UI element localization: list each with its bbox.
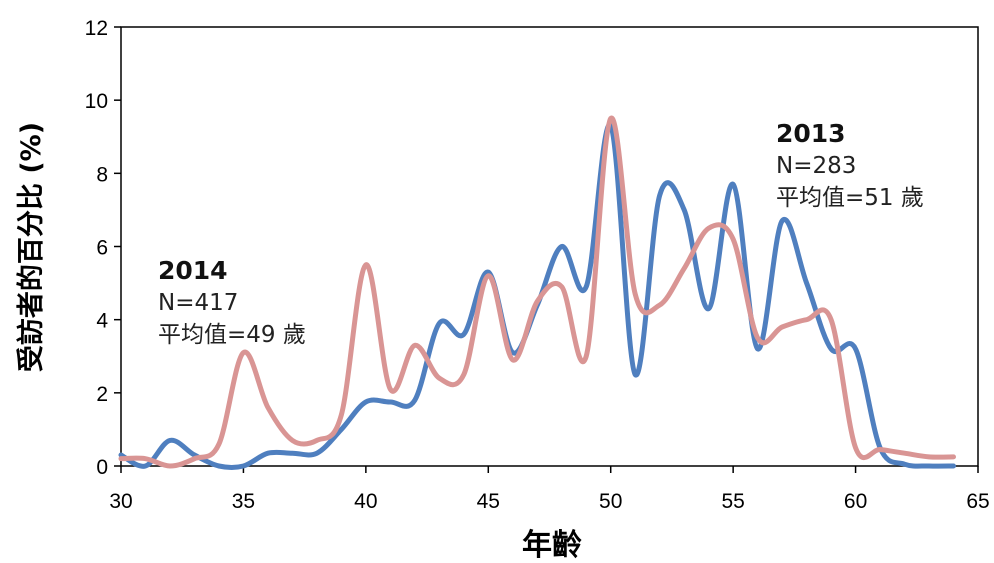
y-tick-label: 0: [96, 456, 108, 479]
x-tick-label: 65: [966, 490, 989, 513]
series-line-2013: [118, 122, 957, 470]
annotation-2014-year: 2014: [158, 256, 228, 285]
y-tick-label: 2: [96, 383, 108, 406]
plot-border: [120, 26, 979, 467]
annotation-2013-n: N=283: [776, 153, 857, 179]
annotation-2014-n: N=417: [158, 290, 239, 316]
x-axis-title: 年齡: [522, 528, 582, 563]
y-tick-label: 6: [96, 237, 108, 260]
x-tick-label: 35: [232, 490, 255, 513]
x-tick-label: 30: [109, 490, 132, 513]
annotation-2013-year: 2013: [776, 119, 846, 148]
y-tick-label: 10: [85, 90, 108, 113]
axis-ticks: 0 2 4 6 8 10 12 30 35 40 45 50 55 60 65: [85, 17, 990, 513]
annotation-2014-mean: 平均值=49 歲: [158, 322, 306, 348]
x-tick-label: 50: [599, 490, 622, 513]
annotation-2013: 2013 N=283 平均值=51 歲: [776, 118, 924, 214]
series-lines: [118, 115, 957, 470]
x-tick-label: 40: [354, 490, 377, 513]
x-tick-label: 45: [477, 490, 500, 513]
series-line-2014: [118, 115, 957, 469]
x-tick-label: 60: [844, 490, 867, 513]
y-tick-label: 8: [96, 163, 108, 186]
annotation-2014: 2014 N=417 平均值=49 歲: [158, 255, 306, 351]
y-tick-label: 4: [96, 310, 108, 333]
y-tick-label: 12: [85, 17, 108, 40]
x-tick-label: 55: [721, 490, 744, 513]
y-axis-title: 受訪者的百分比 (%): [15, 122, 47, 372]
plot-area: [120, 26, 979, 467]
annotation-2013-mean: 平均值=51 歲: [776, 185, 924, 211]
